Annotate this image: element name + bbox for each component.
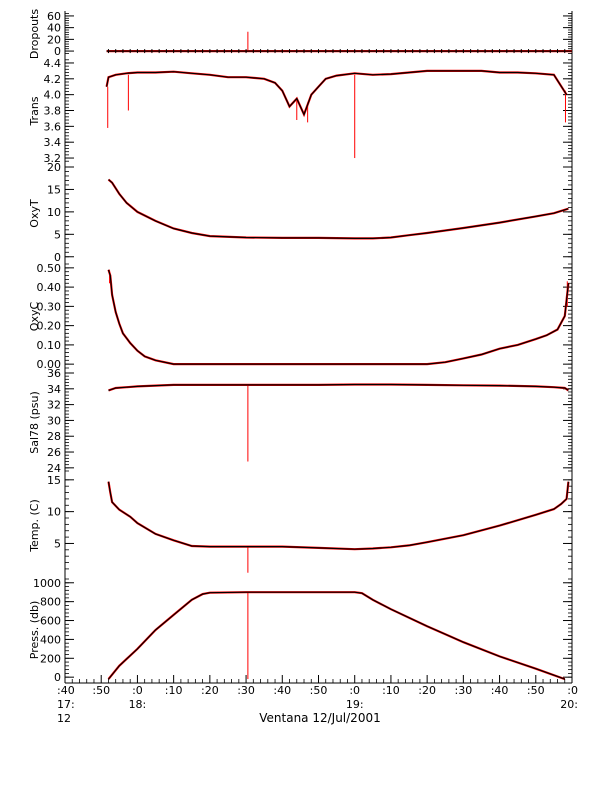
x-tick-label: :50: [310, 684, 328, 697]
x-tick-label: :30: [455, 684, 473, 697]
y-tick-label: 1000: [33, 577, 61, 590]
x-tick-label: :30: [237, 684, 255, 697]
y-tick-label: 3.8: [44, 105, 62, 118]
series-line: [106, 70, 568, 117]
x-tick-date-label: 12: [57, 712, 71, 725]
y-tick-label: 20: [47, 161, 61, 174]
series-line: [108, 383, 569, 391]
plot-area: [107, 269, 570, 366]
x-tick-label: :40: [57, 684, 75, 697]
raw-series-line: [107, 591, 566, 681]
y-tick-label: 0.30: [37, 300, 62, 313]
x-tick-label: :50: [92, 684, 110, 697]
x-axis-label: Ventana 12/Jul/2001: [259, 711, 380, 725]
y-tick-label: 0: [54, 671, 61, 684]
panel-7: 0 200 400 600 800 1000 Press. (db): [28, 577, 573, 684]
panel-stack: 0204060Dropouts3.23.43.63.84.04.24.4Tran…: [28, 9, 573, 684]
plot-area: [107, 178, 569, 240]
plot-area: [107, 481, 570, 573]
y-tick-label: 15: [47, 474, 61, 487]
x-tick-label: :20: [201, 684, 219, 697]
series-line: [108, 591, 566, 680]
y-tick-label: 3.6: [44, 120, 62, 133]
y-tick-label: 4.2: [44, 73, 62, 86]
x-tick-label: :20: [418, 684, 436, 697]
y-tick-label: 4.0: [44, 89, 62, 102]
x-tick-hour-label: 19:: [346, 698, 364, 711]
x-tick-hour-label: 17:: [57, 698, 75, 711]
y-tick-label: 0: [54, 251, 61, 264]
y-tick-label: 5: [54, 228, 61, 241]
y-tick-label: 0.50: [37, 262, 62, 275]
panel-6: 5 10 15 Temp. (C): [28, 474, 573, 577]
y-tick-label: 15: [47, 183, 61, 196]
y-tick-label: 600: [40, 615, 61, 628]
x-tick-label: :0: [567, 684, 578, 697]
plot-area: [105, 69, 568, 159]
series-line: [107, 269, 569, 365]
y-tick-label: 3.4: [44, 136, 62, 149]
y-tick-label: 0.20: [37, 320, 62, 333]
y-axis-label: Dropouts: [28, 9, 41, 59]
y-tick-label: 28: [47, 430, 61, 443]
y-tick-label: 40: [47, 22, 61, 35]
x-tick-hour-label: 18:: [129, 698, 147, 711]
time-axis: :4017:12:50:018::10:20:30:40:50:019::10:…: [57, 675, 578, 725]
x-tick-label: :0: [349, 684, 360, 697]
y-tick-label: 0: [54, 45, 61, 58]
y-tick-label: 20: [47, 33, 61, 46]
series-line: [107, 481, 569, 550]
y-tick-label: 200: [40, 652, 61, 665]
y-tick-label: 24: [47, 462, 61, 475]
y-tick-label: 10: [47, 206, 61, 219]
series-line: [108, 179, 569, 239]
panel-2: 3.2 3.4 3.6 3.8 4.0 4.2 4.4 Trans: [28, 57, 573, 165]
plot-area: [106, 31, 572, 54]
y-axis-label: OxyT: [28, 199, 41, 228]
raw-series-line: [107, 481, 570, 551]
y-tick-label: 0.10: [37, 339, 62, 352]
x-tick-hour-label: 20:: [560, 698, 578, 711]
y-tick-label: 36: [47, 367, 61, 380]
y-axis-label: Trans: [28, 96, 41, 126]
y-tick-label: 3.2: [44, 152, 62, 165]
y-tick-label: 0.40: [37, 281, 62, 294]
y-tick-label: 60: [47, 10, 61, 23]
x-tick-label: :50: [527, 684, 545, 697]
y-axis-label: Temp. (C): [28, 499, 41, 553]
raw-series-line: [107, 269, 570, 366]
x-tick-label: :10: [382, 684, 400, 697]
y-tick-label: 4.4: [44, 57, 62, 70]
y-axis-label: Press. (db): [28, 601, 41, 660]
x-tick-label: :40: [273, 684, 291, 697]
y-tick-label: 5: [54, 537, 61, 550]
y-tick-label: 34: [47, 383, 61, 396]
x-tick-label: :10: [165, 684, 183, 697]
y-tick-label: 400: [40, 633, 61, 646]
panel-3: 0 5 10 15 20 OxyT: [28, 161, 573, 264]
y-tick-label: 800: [40, 596, 61, 609]
y-tick-label: 10: [47, 506, 61, 519]
y-tick-label: 32: [47, 399, 61, 412]
y-axis-label: Sal78 (psu): [28, 391, 41, 454]
y-axis-label: OxyC: [28, 302, 41, 332]
y-tick-label: 0.00: [37, 358, 62, 371]
x-tick-label: :0: [132, 684, 143, 697]
raw-series-line: [105, 69, 568, 118]
panel-5: 24 26 28 30 32 34 36 Sal78 (psu): [28, 367, 573, 475]
panel-4: 0.00 0.10 0.20 0.30 0.40 0.50 OxyC: [28, 262, 573, 371]
plot-area: [107, 591, 566, 681]
x-tick-label: :40: [491, 684, 509, 697]
plot-area: [108, 383, 570, 462]
y-tick-label: 30: [47, 414, 61, 427]
y-tick-label: 26: [47, 446, 61, 459]
